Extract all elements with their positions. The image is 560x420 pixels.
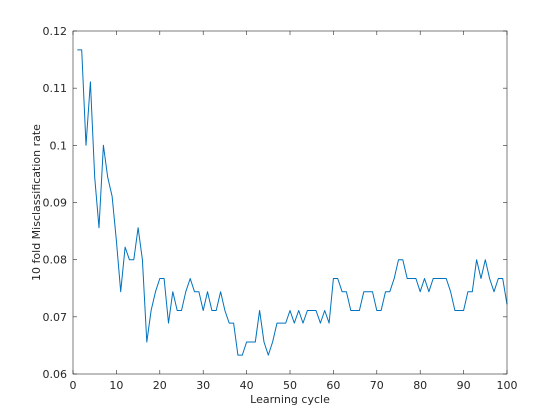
y-axis: 0.06 0.07 0.08 0.09 0.1 0.11 0.12 [43, 25, 507, 381]
x-tick-label: 50 [283, 379, 297, 392]
x-tick-label: 30 [196, 379, 210, 392]
y-tick-label: 0.07 [43, 311, 68, 324]
y-tick-label: 0.1 [50, 139, 68, 152]
x-tick-label: 70 [370, 379, 384, 392]
x-tick-label: 20 [153, 379, 167, 392]
plot-frame [72, 30, 508, 375]
y-tick-label: 0.11 [43, 82, 68, 95]
x-tick-label: 60 [326, 379, 340, 392]
x-axis: 0 10 20 30 40 50 60 70 80 90 100 [70, 31, 518, 392]
y-axis-label: 10 fold Misclassification rate [30, 124, 43, 281]
x-tick-label: 10 [109, 379, 123, 392]
x-tick-label: 80 [413, 379, 427, 392]
x-tick-label: 100 [497, 379, 518, 392]
plot-area [73, 31, 507, 374]
y-tick-label: 0.06 [43, 368, 68, 381]
series-line [77, 49, 508, 356]
x-tick-label: 0 [70, 379, 77, 392]
y-tick-label: 0.09 [43, 197, 68, 210]
x-axis-label: Learning cycle [250, 393, 330, 406]
y-tick-label: 0.08 [43, 254, 68, 267]
y-tick-label: 0.12 [43, 25, 68, 38]
x-tick-label: 90 [457, 379, 471, 392]
x-tick-label: 40 [240, 379, 254, 392]
